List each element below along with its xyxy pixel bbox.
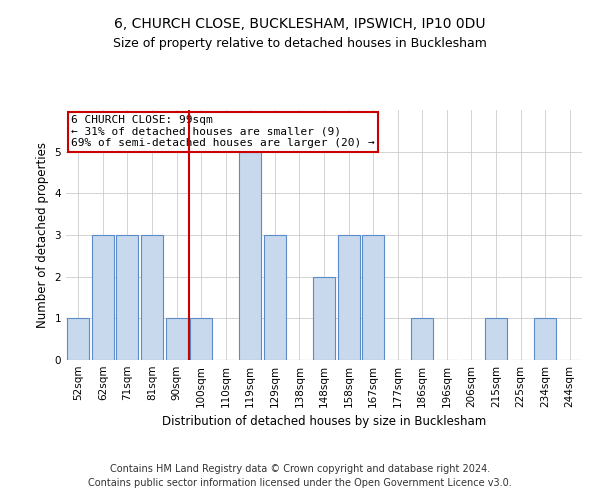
Bar [92, 235, 114, 360]
Bar [67, 318, 89, 360]
Text: 6, CHURCH CLOSE, BUCKLESHAM, IPSWICH, IP10 0DU: 6, CHURCH CLOSE, BUCKLESHAM, IPSWICH, IP… [114, 18, 486, 32]
Bar [116, 235, 139, 360]
Bar [411, 318, 433, 360]
Bar [362, 235, 384, 360]
Bar [264, 235, 286, 360]
Bar [239, 152, 262, 360]
X-axis label: Distribution of detached houses by size in Bucklesham: Distribution of detached houses by size … [162, 416, 486, 428]
Bar [190, 318, 212, 360]
Text: Contains HM Land Registry data © Crown copyright and database right 2024.
Contai: Contains HM Land Registry data © Crown c… [88, 464, 512, 487]
Bar [485, 318, 507, 360]
Bar [338, 235, 359, 360]
Bar [313, 276, 335, 360]
Text: 6 CHURCH CLOSE: 99sqm
← 31% of detached houses are smaller (9)
69% of semi-detac: 6 CHURCH CLOSE: 99sqm ← 31% of detached … [71, 115, 375, 148]
Y-axis label: Number of detached properties: Number of detached properties [36, 142, 49, 328]
Bar [534, 318, 556, 360]
Text: Size of property relative to detached houses in Bucklesham: Size of property relative to detached ho… [113, 38, 487, 51]
Bar [141, 235, 163, 360]
Bar [166, 318, 188, 360]
